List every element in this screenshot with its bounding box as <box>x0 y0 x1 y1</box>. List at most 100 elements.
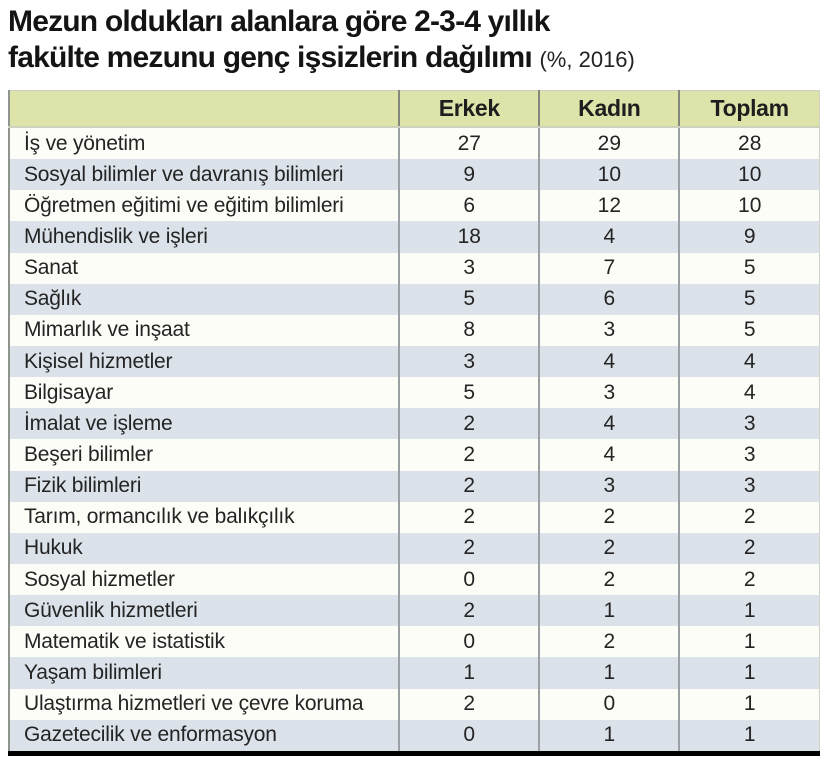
row-label: Beşeri bilimler <box>9 439 400 471</box>
table-row: Ulaştırma hizmetleri ve çevre koruma 2 0 1 <box>9 688 820 720</box>
row-value: 4 <box>678 345 820 378</box>
row-value: 2 <box>678 532 820 564</box>
row-value: 1 <box>538 719 680 754</box>
table-row: Yaşam bilimleri 1 1 1 <box>9 657 820 689</box>
row-value: 2 <box>398 408 540 440</box>
table-row: Sağlık 5 6 5 <box>9 283 820 315</box>
row-value: 18 <box>398 221 540 253</box>
data-table: Erkek Kadın Toplam İş ve yönetim 27 29 28 So… <box>8 90 820 756</box>
row-value: 1 <box>398 657 540 689</box>
row-label: Öğretmen eğitimi ve eğitim bilimleri <box>9 190 400 222</box>
table-row: Sosyal bilimler ve davranış bilimleri 9 10… <box>9 159 820 191</box>
table-body: İş ve yönetim 27 29 28 Sosyal bilimler ve da… <box>9 127 820 754</box>
row-value: 1 <box>538 657 680 689</box>
table-row: Mühendislik ve işleri 18 4 9 <box>9 221 820 253</box>
row-label: Kişisel hizmetler <box>9 345 400 378</box>
row-label: İmalat ve işleme <box>9 408 400 440</box>
row-value: 2 <box>398 439 540 471</box>
row-label: Bilgisayar <box>9 377 400 409</box>
header-cell-kadin: Kadın <box>538 90 680 128</box>
row-value: 1 <box>538 595 680 627</box>
row-value: 0 <box>538 688 680 720</box>
row-label: Güvenlik hizmetleri <box>9 595 400 627</box>
table-row: Matematik ve istatistik 0 2 1 <box>9 626 820 658</box>
row-label: Mimarlık ve inşaat <box>9 314 400 346</box>
row-value: 12 <box>538 190 680 222</box>
title-line2: fakülte mezunu genç işsizlerin dağılımı <box>8 41 533 74</box>
row-label: Hukuk <box>9 532 400 564</box>
table-row: Gazetecilik ve enformasyon 0 1 1 <box>9 719 820 754</box>
row-value: 1 <box>678 719 820 754</box>
row-value: 10 <box>678 190 820 222</box>
row-value: 2 <box>398 501 540 533</box>
row-value: 3 <box>678 439 820 471</box>
title-line1: Mezun oldukları alanlara göre 2-3-4 yıll… <box>8 5 550 38</box>
row-value: 0 <box>398 626 540 658</box>
row-value: 5 <box>398 283 540 315</box>
row-value: 6 <box>538 283 680 315</box>
table-row: İş ve yönetim 27 29 28 <box>9 127 820 160</box>
row-label: Tarım, ormancılık ve balıkçılık <box>9 501 400 533</box>
row-value: 3 <box>538 314 680 346</box>
table-row: Hukuk 2 2 2 <box>9 532 820 564</box>
row-value: 2 <box>398 470 540 502</box>
table-row: Beşeri bilimler 2 4 3 <box>9 439 820 471</box>
row-value: 2 <box>538 563 680 596</box>
table-row: Bilgisayar 5 3 4 <box>9 377 820 409</box>
row-value: 3 <box>538 470 680 502</box>
row-value: 3 <box>678 408 820 440</box>
row-label: Sosyal bilimler ve davranış bilimleri <box>9 159 400 191</box>
row-label: Gazetecilik ve enformasyon <box>9 719 400 754</box>
row-value: 9 <box>678 221 820 253</box>
row-label: Sağlık <box>9 283 400 315</box>
row-value: 2 <box>678 501 820 533</box>
row-value: 1 <box>678 595 820 627</box>
table-row: Kişisel hizmetler 3 4 4 <box>9 345 820 378</box>
row-value: 29 <box>538 127 680 160</box>
row-label: İş ve yönetim <box>9 127 400 160</box>
row-value: 3 <box>538 377 680 409</box>
row-value: 5 <box>678 314 820 346</box>
row-label: Mühendislik ve işleri <box>9 221 400 253</box>
row-value: 4 <box>678 377 820 409</box>
row-label: Fizik bilimleri <box>9 470 400 502</box>
table-row: Fizik bilimleri 2 3 3 <box>9 470 820 502</box>
page-title: Mezun oldukları alanlara göre 2-3-4 yıll… <box>8 4 820 78</box>
row-value: 28 <box>678 127 820 160</box>
row-value: 2 <box>538 501 680 533</box>
table-row: Sosyal hizmetler 0 2 2 <box>9 563 820 596</box>
row-value: 4 <box>538 408 680 440</box>
row-value: 2 <box>678 563 820 596</box>
table-row: Öğretmen eğitimi ve eğitim bilimleri 6 12 1… <box>9 190 820 222</box>
row-value: 5 <box>678 283 820 315</box>
table-row: Sanat 3 7 5 <box>9 252 820 284</box>
row-value: 10 <box>538 159 680 191</box>
row-value: 1 <box>678 626 820 658</box>
table-row: Güvenlik hizmetleri 2 1 1 <box>9 595 820 627</box>
row-value: 2 <box>398 532 540 564</box>
row-value: 2 <box>398 688 540 720</box>
row-value: 2 <box>538 626 680 658</box>
row-label: Matematik ve istatistik <box>9 626 400 658</box>
table-header: Erkek Kadın Toplam <box>9 90 820 128</box>
header-row: Erkek Kadın Toplam <box>9 90 820 128</box>
row-value: 0 <box>398 563 540 596</box>
row-value: 2 <box>398 595 540 627</box>
title-suffix: (%, 2016) <box>539 47 635 72</box>
row-label: Ulaştırma hizmetleri ve çevre koruma <box>9 688 400 720</box>
header-cell-empty <box>9 90 400 128</box>
row-value: 0 <box>398 719 540 754</box>
row-value: 4 <box>538 439 680 471</box>
row-value: 9 <box>398 159 540 191</box>
row-value: 4 <box>538 345 680 378</box>
table-row: İmalat ve işleme 2 4 3 <box>9 408 820 440</box>
row-value: 6 <box>398 190 540 222</box>
row-label: Sanat <box>9 252 400 284</box>
row-value: 3 <box>398 252 540 284</box>
header-cell-erkek: Erkek <box>398 90 540 128</box>
row-label: Yaşam bilimleri <box>9 657 400 689</box>
row-value: 4 <box>538 221 680 253</box>
table-row: Tarım, ormancılık ve balıkçılık 2 2 2 <box>9 501 820 533</box>
row-value: 10 <box>678 159 820 191</box>
